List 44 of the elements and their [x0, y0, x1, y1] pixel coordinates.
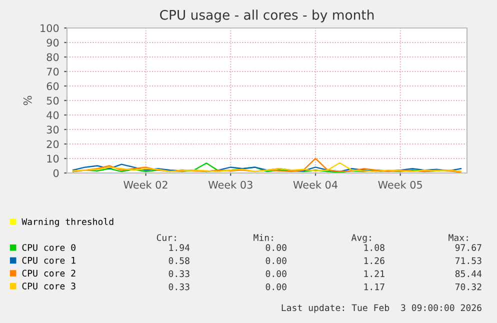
text: Avg:	[351, 234, 371, 243]
y-tick-label: 30	[46, 126, 59, 134]
y-tick-label: 20	[46, 140, 59, 148]
y-axis-title: %	[23, 96, 32, 106]
text: 0.33	[168, 270, 190, 278]
y-tick-label: 50	[46, 96, 59, 105]
x-tick-label: Week 02	[124, 180, 168, 189]
text: 70.32	[455, 283, 482, 290]
text: 0.58	[168, 257, 190, 264]
text: 85.44	[455, 270, 482, 278]
text: 0.00	[266, 283, 286, 290]
text: 0.00	[266, 257, 286, 264]
y-tick-label: 80	[46, 53, 59, 62]
chart-title: CPU usage - all cores - by month	[160, 10, 374, 22]
y-tick-label: 70	[46, 68, 59, 76]
y-tick-label: 0	[53, 169, 59, 178]
text: 1.08	[364, 244, 384, 252]
text: Max:	[448, 234, 468, 242]
y-tick-label: 40	[46, 111, 59, 120]
text: 0.00	[266, 244, 286, 252]
text: 1.94	[169, 244, 190, 252]
legend-label: Warning threshold	[22, 218, 114, 227]
text: Cur:	[156, 234, 176, 242]
legend-label: CPU core 2	[22, 270, 76, 277]
x-tick-label: Week 04	[293, 180, 338, 189]
text: 0.33	[168, 283, 190, 290]
y-tick-label: 90	[46, 38, 59, 47]
text: 0.00	[266, 270, 286, 278]
text: Last update: Tue Feb 3 09:00:00 2026	[282, 304, 482, 313]
legend-label: CPU core 3	[22, 282, 76, 290]
text: 97.67	[455, 244, 482, 252]
x-tick-label: Week 03	[208, 180, 252, 189]
legend-label: CPU core 1	[22, 256, 76, 264]
text: 1.17	[364, 283, 384, 290]
legend-label: CPU core 0	[22, 244, 76, 251]
text: 71.53	[455, 257, 482, 264]
y-tick-label: 100	[40, 24, 59, 32]
y-tick-label: 10	[47, 154, 59, 163]
text: Min:	[254, 234, 273, 241]
line-series	[72, 158, 462, 173]
text: 1.26	[364, 257, 384, 264]
x-tick-label: Week 05	[378, 180, 422, 189]
y-tick-label: 60	[46, 82, 59, 90]
text: 1.21	[364, 270, 384, 278]
